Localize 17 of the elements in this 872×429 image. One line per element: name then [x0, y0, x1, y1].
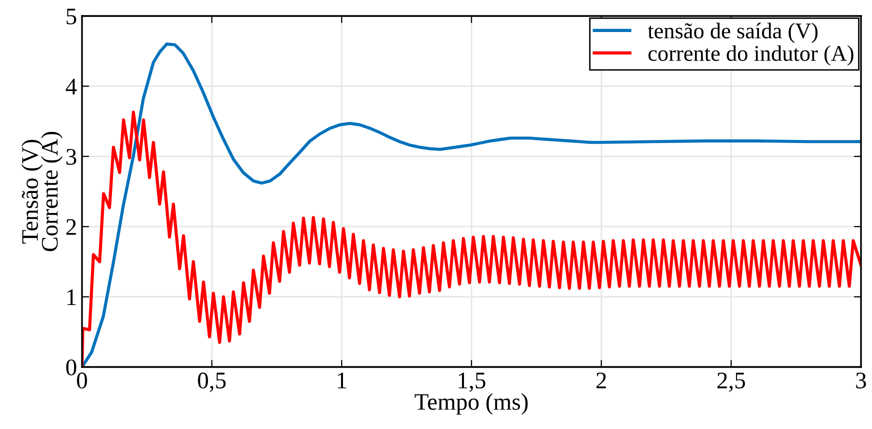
y-tick-label: 3: [66, 148, 76, 165]
legend-label: corrente do indutor (A): [648, 45, 854, 66]
y-tick-label: 0: [66, 359, 76, 376]
x-tick-label: 3: [856, 372, 866, 388]
x-tick-label: 0,5: [198, 372, 226, 392]
x-tick-label: 1: [338, 372, 346, 388]
x-tick-label: 2: [596, 372, 606, 388]
x-tick-label: 0: [76, 372, 88, 388]
x-tick-label: 1,5: [458, 372, 486, 392]
y-tick-label: 5: [66, 8, 76, 24]
y-axis-title: Tensão (V) Corrente (A): [21, 132, 63, 252]
x-tick-label: 2,5: [717, 372, 745, 392]
y-tick-label: 4: [66, 78, 77, 94]
y-tick-label: 2: [66, 219, 76, 235]
legend-label: tensão de saída (V): [648, 22, 818, 43]
x-axis-title: Tempo (ms): [414, 393, 528, 415]
y-tick-label: 1: [67, 289, 76, 305]
